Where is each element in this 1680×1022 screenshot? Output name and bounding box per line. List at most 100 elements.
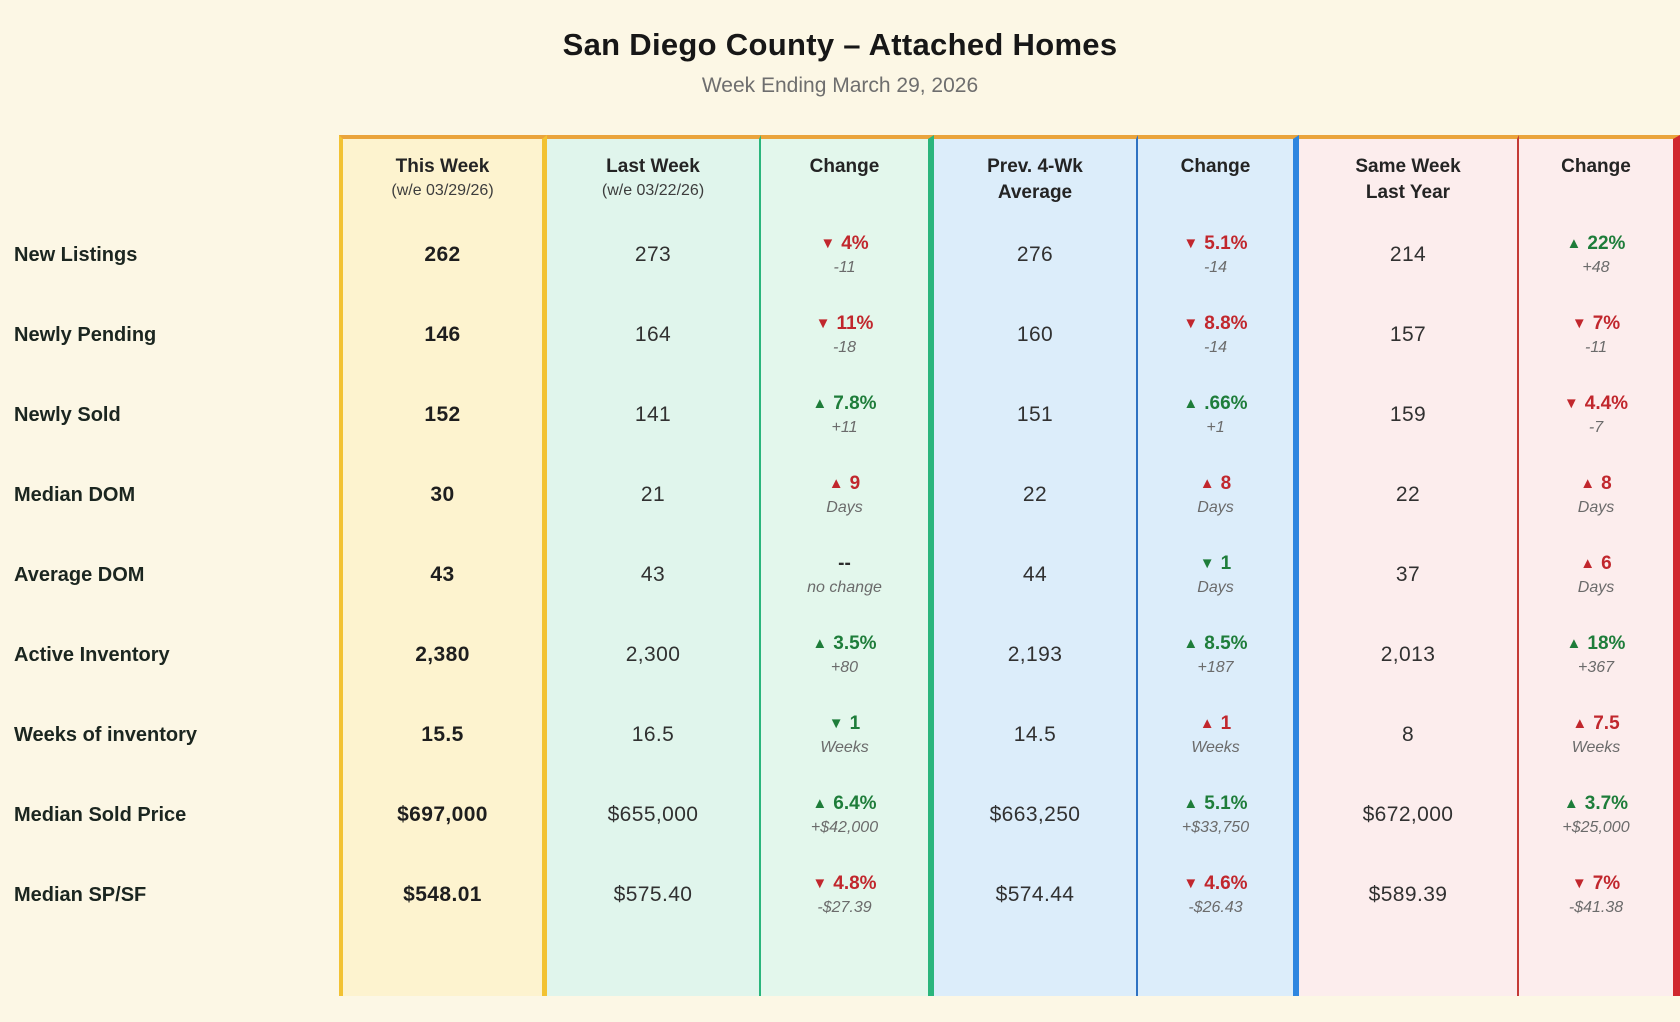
page-subtitle: Week Ending March 29, 2026 (701, 74, 979, 97)
change-vs-last-year: ▲ 6 Days (1519, 535, 1680, 615)
change-vs-4wk-avg: ▲ .66% +1 (1138, 375, 1299, 455)
metric-label: Median Sold Price (14, 803, 187, 826)
change-value: 8 (1601, 473, 1612, 495)
prev-4wk-avg-value: 22 (1022, 483, 1048, 506)
up-arrow-icon: ▲ (1183, 395, 1199, 413)
same-week-last-year-value: $672,000 (1362, 803, 1454, 826)
metric-label: Median DOM (14, 483, 136, 506)
header-corner-cell (0, 135, 339, 215)
same-week-last-year-value: 214 (1389, 243, 1427, 266)
change-vs-4wk-avg: ▲ 5.1% +$33,750 (1138, 775, 1299, 855)
change-detail: Weeks (1191, 738, 1240, 756)
header-change-wow: Change (761, 135, 934, 215)
change-vs-last-week: ▼ 1 Weeks (761, 695, 934, 775)
change-value: 3.7% (1584, 793, 1629, 815)
down-arrow-icon: ▼ (828, 715, 844, 733)
change-value: 18% (1587, 633, 1626, 655)
metric-label: Average DOM (14, 563, 145, 586)
last-week-value: 141 (634, 403, 672, 426)
change-value: 22% (1587, 233, 1626, 255)
change-detail: +11 (831, 418, 858, 436)
up-arrow-icon: ▲ (1572, 715, 1588, 733)
change-value: 8 (1220, 473, 1232, 495)
table-cropped-bottom (0, 935, 1680, 996)
change-vs-last-week: ▲ 6.4% +$42,000 (761, 775, 934, 855)
change-vs-4wk-avg: ▼ 1 Days (1138, 535, 1299, 615)
this-week-value: 146 (424, 323, 461, 346)
this-week-value: 30 (430, 483, 455, 506)
change-vs-last-week: ▼ 4% -11 (761, 215, 934, 295)
change-vs-last-year: ▲ 8 Days (1519, 455, 1680, 535)
change-value: 4.4% (1584, 393, 1629, 415)
change-detail: Days (1197, 498, 1234, 516)
table-header-row: This Week (w/e 03/29/26) Last Week (w/e … (0, 135, 1680, 215)
change-vs-last-year: ▲ 18% +367 (1519, 615, 1680, 695)
table-row-median-sold-price: Median Sold Price $697,000 $655,000 ▲ 6.4… (0, 775, 1680, 855)
change-value: 6 (1601, 553, 1612, 575)
change-value: 1 (1220, 553, 1232, 575)
up-arrow-icon: ▲ (1566, 635, 1582, 653)
change-detail: Weeks (1571, 738, 1621, 756)
down-arrow-icon: ▼ (1199, 555, 1215, 573)
change-value: 4.6% (1204, 873, 1248, 895)
metric-label: Weeks of inventory (14, 723, 198, 746)
this-week-value: $697,000 (397, 803, 488, 826)
this-week-value: 15.5 (421, 723, 464, 746)
this-week-value: $548.01 (403, 883, 482, 906)
table-row-active-inventory: Active Inventory 2,380 2,300 ▲ 3.5% +80 2… (0, 615, 1680, 695)
metric-label: Newly Sold (14, 403, 121, 426)
prev-4wk-avg-value: $574.44 (995, 883, 1075, 906)
this-week-value: 262 (424, 243, 461, 266)
change-detail: Weeks (820, 738, 869, 756)
change-value: 8.5% (1204, 633, 1248, 655)
up-arrow-icon: ▲ (812, 635, 828, 653)
change-detail: Days (1577, 498, 1615, 516)
change-detail: +$25,000 (1562, 818, 1630, 836)
table-row-median-sp-sf: Median SP/SF $548.01 $575.40 ▼ 4.8% -$27.… (0, 855, 1680, 935)
last-week-value: $575.40 (613, 883, 693, 906)
change-detail: +80 (830, 658, 859, 676)
table-row-average-dom: Average DOM 43 43 -- no change 44 ▼ 1 Day… (0, 535, 1680, 615)
header-change-yoy: Change (1519, 135, 1680, 215)
change-vs-last-week: ▼ 4.8% -$27.39 (761, 855, 934, 935)
change-value: 7.8% (833, 393, 877, 415)
change-value: 4.8% (833, 873, 877, 895)
table-row-new-listings: New Listings 262 273 ▼ 4% -11 276 ▼ 5.1% -… (0, 215, 1680, 295)
table-row-weeks-of-inventory: Weeks of inventory 15.5 16.5 ▼ 1 Weeks 14… (0, 695, 1680, 775)
header-change-4wk: Change (1138, 135, 1299, 215)
change-value: 5.1% (1204, 793, 1248, 815)
prev-4wk-avg-value: $663,250 (989, 803, 1081, 826)
change-vs-last-year: ▲ 3.7% +$25,000 (1519, 775, 1680, 855)
change-value: 9 (849, 473, 861, 495)
last-week-value: 43 (640, 563, 666, 586)
prev-4wk-avg-value: 2,193 (1007, 643, 1063, 666)
change-value: 11% (836, 313, 874, 335)
change-detail: +$33,750 (1181, 818, 1250, 836)
change-vs-last-week: ▼ 11% -18 (761, 295, 934, 375)
prev-4wk-avg-value: 14.5 (1013, 723, 1057, 746)
change-detail: no change (807, 578, 882, 596)
change-value: -- (838, 553, 851, 575)
change-detail: +367 (1577, 658, 1615, 676)
stats-table: This Week (w/e 03/29/26) Last Week (w/e … (0, 135, 1680, 996)
same-week-last-year-value: $589.39 (1368, 883, 1448, 906)
change-detail: -$41.38 (1568, 898, 1624, 916)
change-vs-last-week: ▲ 9 Days (761, 455, 934, 535)
page-title: San Diego County – Attached Homes (562, 27, 1118, 62)
same-week-last-year-value: 8 (1401, 723, 1415, 746)
last-week-value: 2,300 (625, 643, 681, 666)
change-value: 6.4% (833, 793, 877, 815)
change-detail: -11 (833, 258, 856, 276)
down-arrow-icon: ▼ (1571, 315, 1587, 333)
change-vs-last-year: ▼ 7% -11 (1519, 295, 1680, 375)
change-detail: Days (1197, 578, 1234, 596)
change-detail: -14 (1203, 338, 1228, 356)
table-row-newly-pending: Newly Pending 146 164 ▼ 11% -18 160 ▼ 8.8%… (0, 295, 1680, 375)
last-week-value: 16.5 (631, 723, 675, 746)
change-detail: -$26.43 (1188, 898, 1243, 916)
metric-label: Median SP/SF (14, 883, 147, 906)
header-same-week-last-year: Same Week Last Year (1299, 135, 1519, 215)
header-last-week: Last Week (w/e 03/22/26) (547, 135, 761, 215)
change-detail: +$42,000 (810, 818, 879, 836)
same-week-last-year-value: 2,013 (1380, 643, 1436, 666)
